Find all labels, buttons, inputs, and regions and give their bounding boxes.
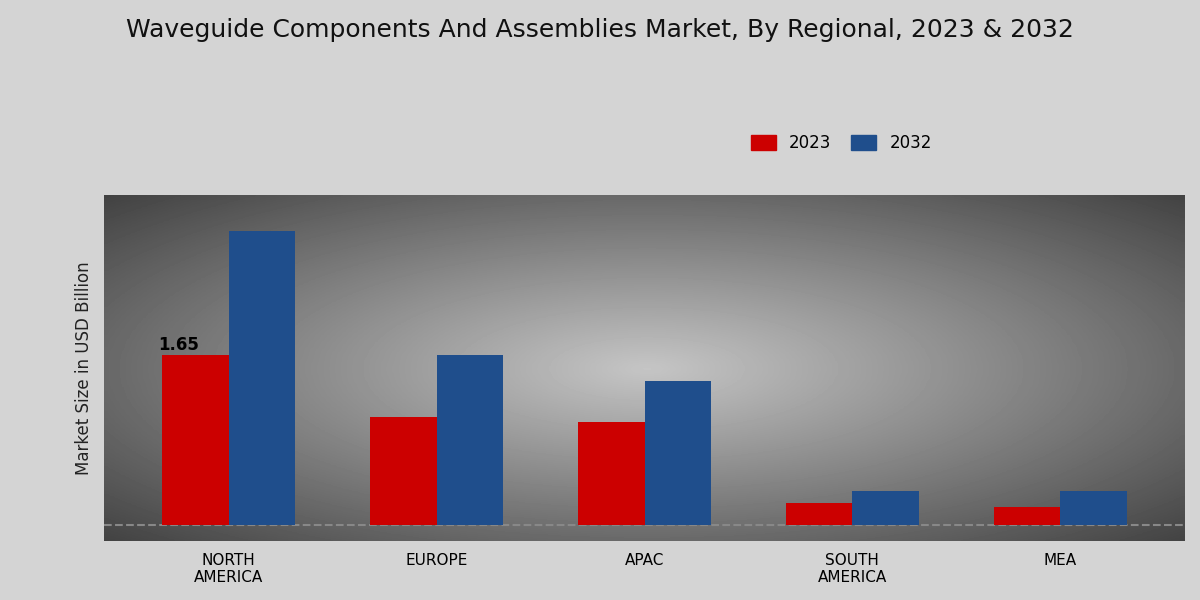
Bar xyxy=(852,491,919,526)
Bar xyxy=(437,355,503,526)
Bar xyxy=(786,503,852,526)
Text: 1.65: 1.65 xyxy=(158,336,199,354)
Y-axis label: Market Size in USD Billion: Market Size in USD Billion xyxy=(74,261,94,475)
Bar xyxy=(994,507,1061,526)
Bar xyxy=(644,381,712,526)
Bar xyxy=(370,417,437,526)
Bar xyxy=(578,422,644,526)
Bar xyxy=(229,232,295,526)
Text: Waveguide Components And Assemblies Market, By Regional, 2023 & 2032: Waveguide Components And Assemblies Mark… xyxy=(126,18,1074,42)
Bar xyxy=(1061,491,1127,526)
Legend: 2023, 2032: 2023, 2032 xyxy=(744,128,938,159)
Bar xyxy=(162,355,229,526)
